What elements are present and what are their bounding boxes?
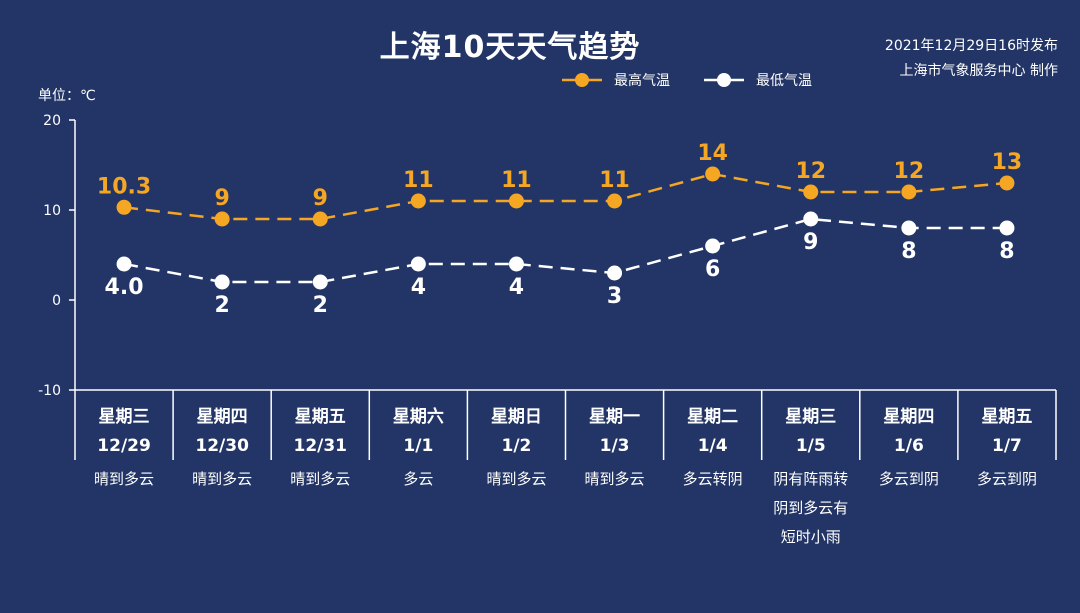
- high-series-line: [123, 172, 1008, 221]
- legend-item-low: 最低气温: [702, 70, 812, 90]
- high-point: [312, 211, 328, 227]
- category-weekday: 星期一: [589, 407, 640, 427]
- category-date: 1/6: [894, 436, 924, 456]
- category-weekday: 星期日: [491, 407, 542, 427]
- low-data-label: 4: [509, 275, 524, 300]
- category-weekday: 星期六: [393, 406, 444, 427]
- legend-low-label: 最低气温: [756, 73, 812, 89]
- weather-text: 晴到多云: [192, 470, 252, 488]
- low-point: [508, 256, 524, 272]
- weather-text: 多云到阴: [977, 470, 1037, 488]
- y-tick-label: 20: [43, 113, 61, 129]
- low-data-label: 4: [411, 275, 426, 300]
- y-tick-label: 10: [43, 203, 61, 219]
- category-date: 1/3: [600, 436, 630, 456]
- high-point: [999, 175, 1015, 191]
- high-point: [116, 199, 132, 215]
- weather-text: 晴到多云: [486, 470, 546, 488]
- high-data-label: 11: [403, 168, 434, 193]
- high-data-label: 9: [313, 186, 328, 211]
- weather-text: 多云转阴: [683, 470, 743, 488]
- low-data-label: 3: [607, 284, 622, 309]
- y-tick-label: -10: [38, 383, 61, 399]
- chart-title: 上海10天天气趋势: [379, 30, 641, 65]
- low-data-label: 4.0: [105, 275, 144, 300]
- weather-text: 阴有阵雨转: [773, 470, 848, 488]
- high-data-label: 14: [697, 141, 728, 166]
- low-data-label: 8: [999, 239, 1014, 264]
- legend-low-marker-icon: [704, 73, 744, 87]
- legend-high-marker-icon: [562, 73, 602, 87]
- category-weekday: 星期四: [883, 407, 934, 427]
- high-data-label: 12: [894, 159, 925, 184]
- weather-text: 晴到多云: [585, 470, 645, 488]
- unit-label: 单位：℃: [38, 88, 96, 104]
- low-series-line: [123, 217, 1007, 284]
- low-point: [410, 256, 426, 272]
- low-point: [705, 238, 721, 254]
- weather-text: 晴到多云: [94, 470, 154, 488]
- chart-legend: 最高气温 最低气温: [560, 70, 844, 90]
- weather-text: 多云: [403, 470, 433, 488]
- publish-time: 2021年12月29日16时发布: [884, 38, 1058, 54]
- high-point: [607, 193, 623, 209]
- low-point: [901, 220, 917, 236]
- high-data-label: 12: [795, 159, 826, 184]
- low-point: [116, 256, 132, 272]
- category-date: 12/31: [293, 436, 347, 456]
- category-date: 1/7: [992, 436, 1022, 456]
- category-date: 1/1: [403, 436, 433, 456]
- low-data-label: 8: [901, 239, 916, 264]
- low-data-label: 2: [214, 293, 229, 318]
- category-weekday: 星期五: [295, 407, 346, 427]
- category-weekday: 星期二: [687, 407, 738, 427]
- high-data-label: 11: [599, 168, 630, 193]
- category-date: 1/2: [502, 436, 532, 456]
- weather-text: 晴到多云: [290, 470, 350, 488]
- high-point: [410, 193, 426, 209]
- category-date: 1/4: [698, 436, 728, 456]
- low-point: [312, 274, 328, 290]
- high-point: [901, 184, 917, 200]
- high-point: [705, 166, 721, 182]
- high-data-label: 11: [501, 168, 532, 193]
- legend-item-high: 最高气温: [560, 70, 670, 90]
- category-weekday: 星期四: [197, 407, 248, 427]
- low-data-label: 6: [705, 257, 720, 282]
- low-point: [803, 211, 819, 227]
- high-data-label: 13: [992, 150, 1023, 175]
- high-data-label: 9: [214, 186, 229, 211]
- weather-text: 多云到阴: [879, 470, 939, 488]
- low-data-label: 2: [313, 293, 328, 318]
- category-weekday: 星期五: [981, 407, 1032, 427]
- high-point: [803, 184, 819, 200]
- low-point: [999, 220, 1015, 236]
- category-date: 1/5: [796, 436, 826, 456]
- high-data-label: 10.3: [97, 174, 151, 199]
- category-date: 12/30: [195, 436, 249, 456]
- low-point: [607, 265, 623, 281]
- category-weekday: 星期三: [785, 407, 836, 427]
- low-point: [214, 274, 230, 290]
- category-date: 12/29: [97, 436, 151, 456]
- publisher: 上海市气象服务中心 制作: [899, 63, 1058, 79]
- weather-text: 短时小雨: [781, 528, 841, 546]
- legend-high-label: 最高气温: [614, 73, 670, 89]
- publish-info: 2021年12月29日16时发布 上海市气象服务中心 制作: [885, 34, 1058, 84]
- weather-text: 阴到多云有: [773, 499, 848, 517]
- y-tick-label: 0: [52, 293, 61, 309]
- high-point: [214, 211, 230, 227]
- high-point: [508, 193, 524, 209]
- category-weekday: 星期三: [99, 407, 150, 427]
- low-data-label: 9: [803, 230, 818, 255]
